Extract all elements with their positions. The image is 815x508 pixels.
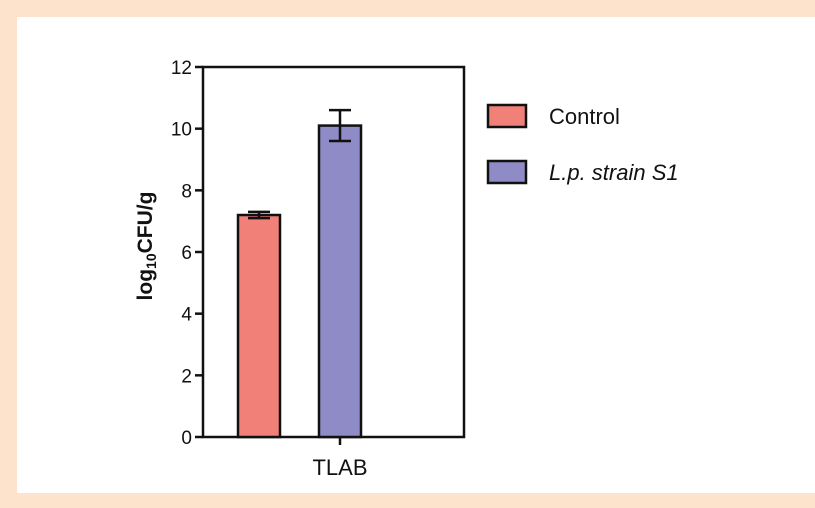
legend-label: L.p. strain S1	[549, 160, 679, 185]
figure-panel	[17, 17, 815, 493]
legend-swatch	[486, 103, 528, 129]
x-tick-label: TLAB	[312, 455, 367, 480]
bars	[236, 108, 363, 439]
y-tick-label: 4	[181, 305, 192, 326]
legend: Control L.p. strain S1	[486, 103, 679, 185]
y-tick-label: 10	[171, 120, 192, 141]
y-axis-label: log10CFU/g	[134, 192, 159, 301]
bar	[236, 213, 282, 439]
y-tick-label: 8	[181, 181, 192, 202]
legend-swatch	[486, 159, 528, 185]
bar	[317, 124, 363, 439]
y-tick-label: 0	[181, 428, 192, 449]
axes: 0 2 4 6 8 10 12 TLAB	[171, 58, 466, 480]
legend-label: Control	[549, 104, 620, 129]
y-tick-label: 2	[181, 366, 192, 387]
y-tick-label: 6	[181, 243, 192, 264]
y-tick-label: 12	[171, 58, 192, 79]
